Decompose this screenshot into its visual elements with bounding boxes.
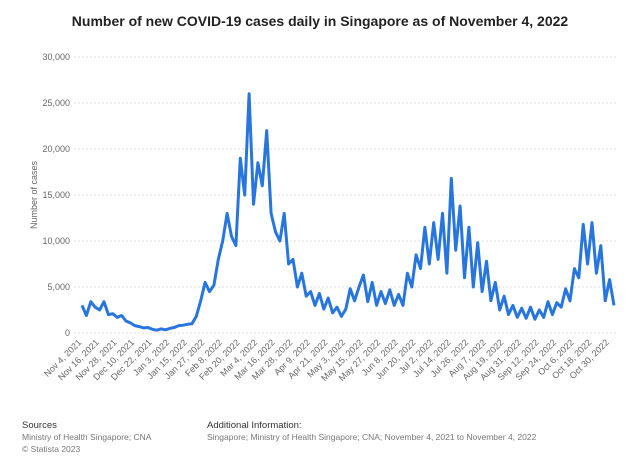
y-tick-label: 15,000	[42, 190, 70, 200]
source: © Statista 2023	[22, 444, 81, 454]
y-axis-label: Number of cases	[29, 160, 39, 229]
line	[80, 92, 616, 332]
info-title: Additional Information:	[207, 420, 302, 431]
sources-title: Sources	[22, 420, 57, 431]
y-tick-label: 0	[65, 328, 70, 338]
y-tick-label: 20,000	[42, 144, 70, 154]
info: Singapore; Ministry of Health Singapore;…	[207, 432, 537, 442]
y-tick-label: 30,000	[42, 52, 70, 62]
chart-title: Number of new COVID-19 cases daily in Si…	[72, 13, 569, 29]
y-tick-label: 10,000	[42, 236, 70, 246]
source: Ministry of Health Singapore; CNA	[22, 432, 152, 442]
y-tick-label: 5,000	[47, 282, 70, 292]
y-tick-label: 25,000	[42, 98, 70, 108]
